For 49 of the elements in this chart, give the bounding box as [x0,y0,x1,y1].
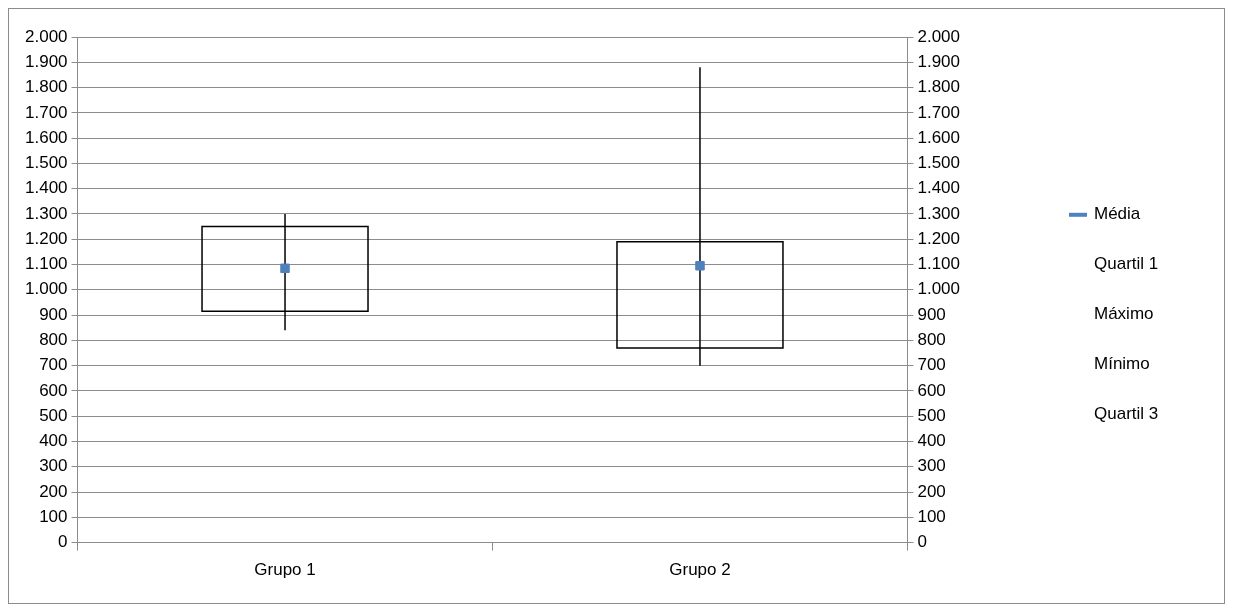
y-tick-label: 600 [39,380,68,400]
text: Quartil 1 [1094,254,1159,274]
y-tick-label: 900 [39,304,68,324]
y-tick-label: 500 [39,405,68,425]
y2-tick-label: 1.800 [917,77,961,97]
y2-tick-label: 900 [917,304,946,324]
y2-tick-label: 1.900 [917,51,961,71]
y-tick-label: 1.600 [24,127,68,147]
y2-tick-label: 400 [917,431,946,451]
y-tick-label: 700 [39,355,68,375]
x-tick-label: Grupo 1 [254,560,316,580]
y-tick-label: 1.700 [24,102,68,122]
y-tick-label: 1.100 [24,254,68,274]
y-tick-label: 300 [39,456,68,476]
y-tick-label: 1.000 [24,279,68,299]
y-tick-label: 1.800 [24,77,68,97]
y2-tick-label: 500 [917,405,946,425]
y2-tick-label: 1.500 [917,153,961,173]
y2-tick-label: 600 [917,380,946,400]
y-tick-label: 2.000 [24,26,68,46]
y2-tick-label: 1.600 [917,127,961,147]
y-tick-label: 1.900 [24,51,68,71]
y2-tick-label: 200 [917,481,946,501]
y2-tick-label: 700 [917,355,946,375]
y2-tick-label: 1.100 [917,254,961,274]
y2-tick-label: 1.400 [917,178,961,198]
text: Quartil 3 [1094,404,1159,424]
y2-tick-label: 1.000 [917,279,961,299]
y-tick-label: 100 [39,507,68,527]
y2-tick-label: 1.300 [917,203,961,223]
y2-tick-label: 2.000 [917,26,961,46]
y2-tick-label: 1.700 [917,102,961,122]
y-tick-label: 800 [39,330,68,350]
legend-label: Média [1094,204,1141,224]
y2-tick-label: 0 [917,532,927,552]
y-tick-label: 1.400 [24,178,68,198]
y2-tick-label: 300 [917,456,946,476]
y2-tick-label: 800 [917,330,946,350]
y-tick-label: 1.300 [24,203,68,223]
y2-tick-label: 100 [917,507,946,527]
text: Mínimo [1094,354,1150,374]
y2-tick-label: 1.200 [917,228,961,248]
text: Máximo [1094,304,1154,324]
y-tick-label: 1.200 [24,228,68,248]
y-tick-label: 1.500 [24,153,68,173]
y-tick-label: 400 [39,431,68,451]
y-tick-label: 0 [58,532,68,552]
x-tick-label: Grupo 2 [669,560,731,580]
y-tick-label: 200 [39,481,68,501]
